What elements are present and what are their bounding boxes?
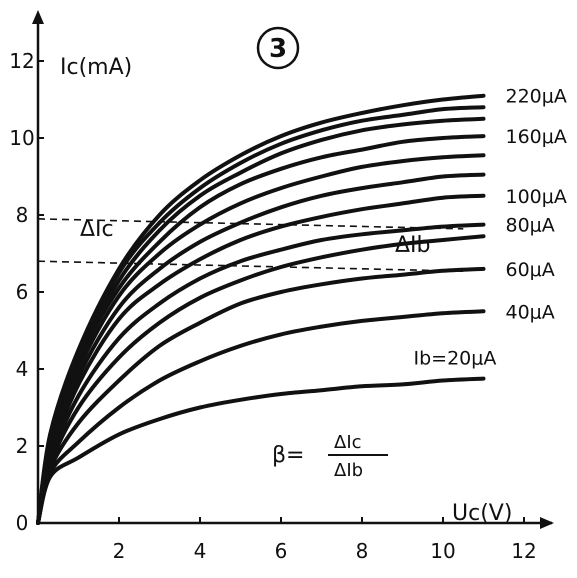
dashed-level-line (37, 218, 464, 230)
y-axis-title: Ic(mA) (60, 55, 132, 80)
series-label: 40μA (506, 301, 555, 323)
formula-lhs: β= (272, 443, 304, 468)
x-axis-title: Uc(V) (452, 501, 512, 526)
axes (32, 10, 554, 529)
y-tick-label: 2 (16, 434, 29, 458)
x-tick-label: 8 (356, 539, 369, 563)
delta-ic-label: ΔIc (80, 217, 114, 242)
grid-dashes (37, 218, 464, 272)
series-line (36, 309, 486, 525)
series-line (36, 193, 486, 525)
series-line (36, 222, 486, 525)
chart-badge: 3 (256, 26, 300, 70)
formula-denominator: ΔIb (334, 460, 363, 481)
series-line (36, 93, 486, 525)
x-tick-label: 2 (113, 539, 126, 563)
series-label: 100μA (506, 186, 567, 208)
y-tick-label: 6 (16, 280, 29, 304)
x-axis-arrow (540, 517, 554, 529)
series-label: 60μA (506, 259, 555, 281)
series-line (36, 234, 486, 525)
badge-circle (256, 26, 300, 70)
series-line (36, 153, 486, 525)
y-tick-label: 4 (16, 357, 29, 381)
x-tick-label: 10 (430, 539, 455, 563)
series-label: 160μA (506, 126, 567, 148)
series-line (36, 376, 486, 525)
series-label: 220μA (506, 86, 567, 108)
beta-formula: β= ΔIc ΔIb (272, 432, 388, 481)
tick-labels: 2 4 6 8 10 12 0 2 4 6 8 10 12 (9, 49, 536, 563)
formula-numerator: ΔIc (334, 432, 362, 453)
x-tick-label: 4 (194, 539, 207, 563)
curves (36, 93, 486, 525)
series-line (36, 172, 486, 525)
series-label: 80μA (506, 215, 555, 237)
y-axis-arrow (32, 10, 44, 24)
x-tick-label: 12 (511, 539, 536, 563)
y-tick-label: 0 (16, 511, 29, 535)
y-tick-label: 8 (16, 203, 29, 227)
series-labels: Ib=20μA 40μA 60μA 80μA 100μA 160μA 220μA (414, 86, 567, 370)
x-tick-label: 6 (275, 539, 288, 563)
y-tick-label: 12 (9, 49, 34, 73)
badge-number: 3 (269, 34, 287, 64)
delta-ib-label: ΔIb (395, 233, 431, 258)
series-label: Ib=20μA (414, 348, 497, 370)
dashed-level-line (37, 260, 464, 272)
series-line (36, 266, 486, 525)
y-tick-label: 10 (9, 126, 34, 150)
